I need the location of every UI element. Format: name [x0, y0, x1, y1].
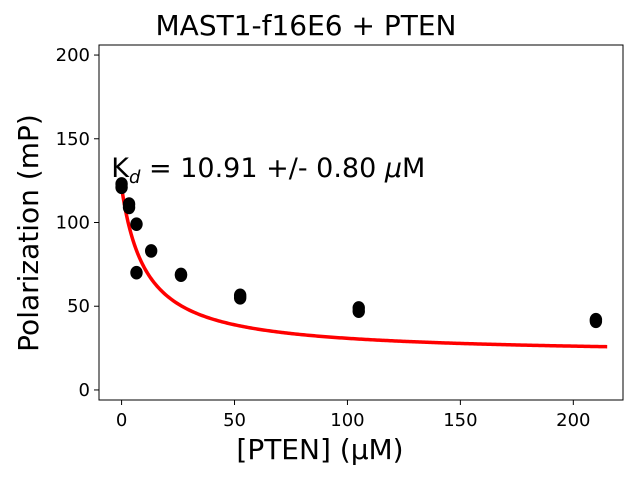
data-point	[589, 314, 603, 329]
chart-title: MAST1-f16E6 + PTEN	[156, 9, 457, 42]
kd-annotation: Kd = 10.91 +/- 0.80 μM	[111, 153, 425, 188]
data-point	[174, 268, 188, 283]
kd-value: = 10.91 +/- 0.80	[140, 153, 384, 184]
y-tick-label: 100	[56, 213, 90, 234]
y-tick-label: 50	[67, 296, 90, 317]
kd-unit: M	[402, 153, 425, 184]
data-point	[130, 265, 143, 280]
kd-mu: μ	[384, 153, 402, 184]
x-axis-label: [PTEN] (µM)	[236, 433, 403, 466]
x-axis: 0 50 100 150 200	[116, 400, 590, 431]
y-axis-label: Polarization (mP)	[12, 114, 45, 352]
x-tick-label: 200	[556, 410, 590, 431]
y-tick-label: 0	[79, 380, 90, 401]
kd-subscript: d	[129, 167, 141, 188]
kd-k: K	[111, 153, 130, 184]
y-tick-label: 150	[56, 129, 90, 150]
data-point	[352, 304, 365, 319]
x-tick-label: 50	[223, 410, 246, 431]
y-axis: 0 50 100 150 200	[56, 45, 99, 401]
x-tick-label: 150	[443, 410, 477, 431]
x-tick-label: 0	[116, 410, 127, 431]
y-tick-label: 200	[56, 45, 90, 66]
data-points	[115, 177, 603, 329]
x-tick-label: 100	[330, 410, 364, 431]
data-point	[144, 244, 158, 258]
data-point	[130, 217, 143, 231]
data-point	[122, 200, 136, 215]
fit-curve	[119, 187, 608, 349]
data-point	[233, 291, 247, 305]
data-point	[115, 180, 128, 195]
